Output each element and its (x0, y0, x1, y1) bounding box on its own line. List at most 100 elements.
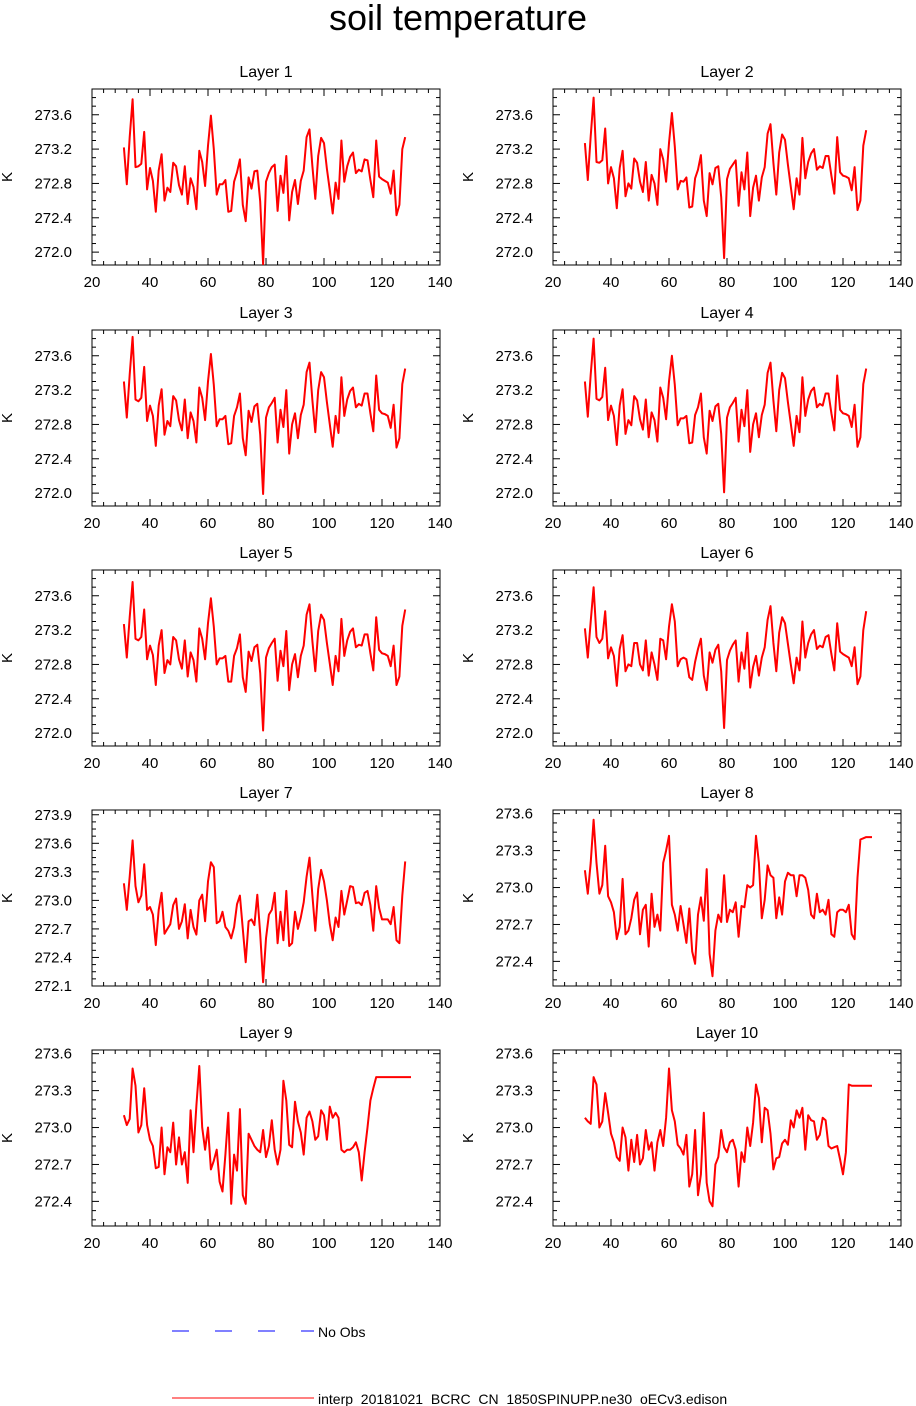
y-axis-label: K (0, 893, 16, 903)
x-tick-label: 60 (200, 995, 217, 1012)
y-tick-label: 273.6 (495, 588, 533, 605)
x-tick-label: 60 (661, 515, 678, 532)
series-line (122, 335, 407, 495)
panel-layer-10: Layer 10 20 40 60 80 100 120 140 272.4 272.7 273.0… (460, 1025, 914, 1252)
x-tick-label: 40 (603, 1235, 620, 1252)
y-tick-label: 272.7 (34, 921, 72, 938)
y-axis-label: K (460, 893, 477, 903)
x-tick-label: 120 (369, 1235, 394, 1252)
series-line (583, 337, 868, 494)
panel-layer-8: Layer 8 20 40 60 80 100 120 140 272.4 272.7 273.0 2… (460, 785, 914, 1012)
y-tick-label: 272.8 (495, 416, 533, 433)
x-tick-label: 40 (142, 274, 159, 291)
x-tick-label: 80 (719, 995, 736, 1012)
panel-title: Layer 4 (700, 305, 753, 322)
x-tick-label: 140 (427, 515, 452, 532)
legend-obs-label: No Obs (318, 1324, 365, 1340)
y-tick-label: 272.7 (495, 916, 533, 933)
y-tick-label: 273.2 (495, 382, 533, 399)
y-axis-label: K (0, 172, 16, 182)
x-tick-label: 140 (888, 995, 913, 1012)
y-axis-label: K (0, 1133, 16, 1143)
y-tick-label: 273.3 (495, 1083, 533, 1100)
y-tick-label: 273.3 (34, 1083, 72, 1100)
x-tick-label: 20 (84, 1235, 101, 1252)
plot-frame (552, 809, 902, 987)
y-tick-label: 272.7 (34, 1156, 72, 1173)
y-tick-label: 272.4 (34, 451, 72, 468)
x-tick-label: 120 (830, 515, 855, 532)
y-axis-label: K (460, 1133, 477, 1143)
panels: Layer 1 20 40 60 80 100 120 140 272.0 272.4 272.8 2… (0, 64, 914, 1252)
y-tick-label: 273.6 (34, 107, 72, 124)
y-tick-label: 272.8 (34, 416, 72, 433)
x-tick-label: 60 (661, 755, 678, 772)
panel-layer-9: Layer 9 20 40 60 80 100 120 140 272.4 272.7 273.0 2… (0, 1025, 453, 1252)
y-tick-label: 273.6 (34, 588, 72, 605)
x-tick-label: 100 (772, 1235, 797, 1252)
panel-title: Layer 10 (696, 1025, 758, 1042)
x-tick-label: 100 (311, 515, 336, 532)
panel-layer-5: Layer 5 20 40 60 80 100 120 140 272.0 272.4 272.8 2… (0, 545, 453, 772)
x-tick-label: 140 (888, 1235, 913, 1252)
series-line (122, 839, 407, 984)
x-tick-label: 40 (142, 755, 159, 772)
series-line (122, 581, 407, 732)
x-tick-label: 20 (545, 1235, 562, 1252)
y-tick-label: 273.2 (34, 141, 72, 158)
x-tick-label: 20 (84, 274, 101, 291)
y-axis-label: K (460, 172, 477, 182)
legend-model-label: interp_20181021_BCRC_CN_1850SPINUPP.ne30… (318, 1391, 727, 1406)
x-tick-label: 120 (830, 1235, 855, 1252)
y-tick-label: 272.0 (34, 244, 72, 261)
x-tick-label: 100 (772, 755, 797, 772)
x-tick-label: 140 (888, 274, 913, 291)
y-tick-label: 273.6 (495, 107, 533, 124)
y-tick-label: 273.6 (34, 835, 72, 852)
x-tick-label: 140 (427, 755, 452, 772)
panel-title: Layer 2 (700, 64, 753, 81)
panel-title: Layer 9 (239, 1025, 292, 1042)
panel-title: Layer 3 (239, 305, 292, 322)
plot-frame (91, 809, 441, 987)
y-tick-label: 273.0 (495, 1120, 533, 1137)
y-tick-label: 272.4 (34, 691, 72, 708)
x-tick-label: 100 (311, 755, 336, 772)
panel-layer-2: Layer 2 20 40 60 80 100 120 140 272.0 272.4 272.8 2… (460, 64, 914, 291)
y-tick-label: 273.2 (495, 622, 533, 639)
x-tick-label: 20 (84, 515, 101, 532)
x-tick-label: 80 (719, 515, 736, 532)
y-tick-label: 272.4 (495, 210, 533, 227)
series-line (122, 98, 407, 266)
plot-frame (91, 88, 441, 266)
y-tick-label: 273.0 (34, 1120, 72, 1137)
x-tick-label: 80 (719, 274, 736, 291)
y-tick-label: 273.9 (34, 807, 72, 824)
x-tick-label: 100 (772, 515, 797, 532)
x-tick-label: 140 (888, 515, 913, 532)
panel-layer-1: Layer 1 20 40 60 80 100 120 140 272.0 272.4 272.8 2… (0, 64, 453, 291)
x-tick-label: 20 (545, 515, 562, 532)
x-tick-label: 40 (142, 1235, 159, 1252)
x-tick-label: 140 (427, 274, 452, 291)
y-tick-label: 273.6 (495, 806, 533, 823)
x-tick-label: 120 (830, 995, 855, 1012)
x-tick-label: 100 (311, 274, 336, 291)
figure-title: soil temperature (329, 0, 587, 38)
series-line (584, 1067, 872, 1208)
x-tick-label: 20 (545, 995, 562, 1012)
x-tick-label: 140 (427, 1235, 452, 1252)
y-tick-label: 272.0 (34, 725, 72, 742)
series-line (583, 96, 868, 260)
y-tick-label: 272.4 (34, 1193, 72, 1210)
x-tick-label: 40 (603, 995, 620, 1012)
x-tick-label: 40 (142, 515, 159, 532)
y-tick-label: 272.0 (34, 485, 72, 502)
y-tick-label: 272.4 (495, 451, 533, 468)
y-tick-label: 272.8 (34, 656, 72, 673)
x-tick-label: 60 (661, 1235, 678, 1252)
x-tick-label: 120 (369, 274, 394, 291)
x-tick-label: 120 (369, 755, 394, 772)
y-tick-label: 272.8 (34, 175, 72, 192)
x-tick-label: 60 (200, 1235, 217, 1252)
